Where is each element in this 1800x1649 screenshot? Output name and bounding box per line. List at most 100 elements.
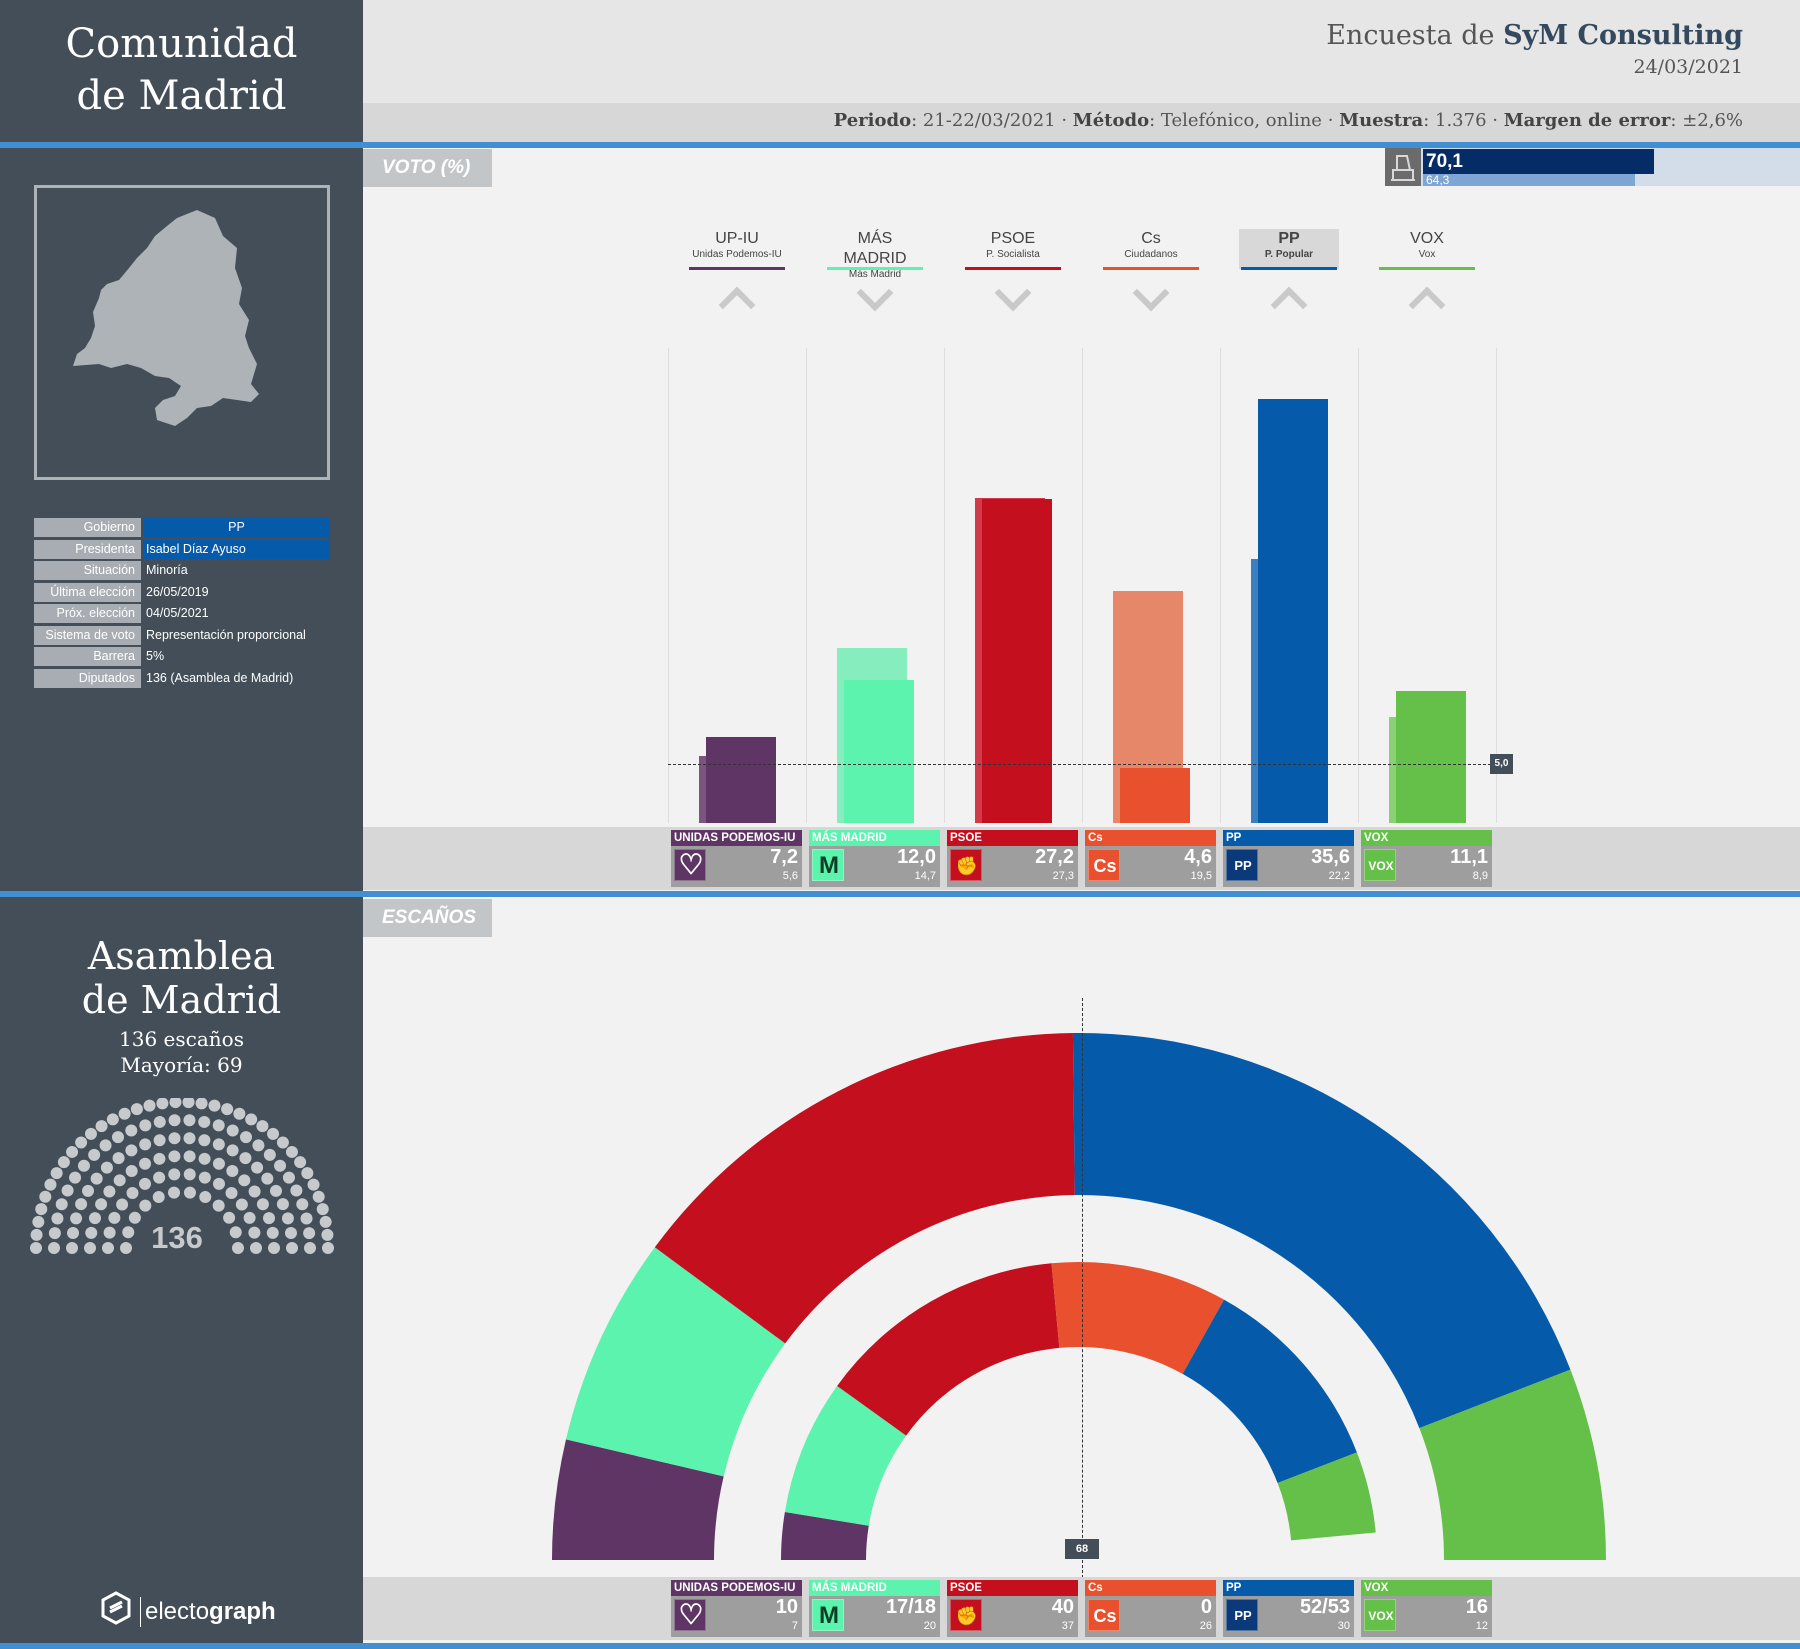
seat-dot xyxy=(66,1242,78,1254)
seat-dot xyxy=(252,1139,265,1152)
divider-top xyxy=(0,142,1800,148)
seat-dot xyxy=(70,1212,83,1225)
threshold-label: 5,0 xyxy=(1490,754,1513,774)
seat-dot xyxy=(118,1107,131,1120)
card-previous-value: 8,9 xyxy=(1472,870,1488,882)
electograph-logo-icon xyxy=(100,1591,132,1625)
seat-dot xyxy=(88,1212,101,1225)
seats-previous-arc-psoe xyxy=(837,1263,1060,1436)
info-label: Sistema de voto xyxy=(34,626,141,645)
pp-icon: PP xyxy=(1226,1599,1258,1631)
divider-middle xyxy=(0,891,1800,897)
seat-dot xyxy=(232,1242,244,1254)
seat-dot xyxy=(84,1242,96,1254)
pollster-title: Encuesta de SyM Consulting xyxy=(1326,20,1743,51)
column-gridline xyxy=(668,348,669,823)
seat-dot xyxy=(300,1212,313,1225)
seat-dot xyxy=(84,1127,97,1140)
region-title-line1: Comunidad xyxy=(65,21,298,67)
card-party-name: Cs xyxy=(1085,830,1216,846)
card-party-name: MÁS MADRID xyxy=(809,1580,940,1596)
column-gridline xyxy=(1496,348,1497,823)
card-party-name: Cs xyxy=(1085,1580,1216,1596)
seats-previous-arc-upiu xyxy=(781,1512,869,1560)
heart-icon: ♡ xyxy=(674,849,706,881)
seat-dot xyxy=(240,1131,252,1144)
seat-dot xyxy=(269,1184,282,1197)
info-value: 26/05/2019 xyxy=(146,585,209,599)
card-previous-value: 20 xyxy=(923,1620,936,1632)
cs-icon: Cs xyxy=(1088,1599,1120,1631)
info-row: Barrera 5% xyxy=(34,647,330,666)
vote-cards-band xyxy=(363,827,1800,890)
info-row: Gobierno PP xyxy=(34,518,330,537)
seat-dot xyxy=(212,1119,225,1132)
meta-periodo-label: Periodo xyxy=(833,110,912,131)
party-card-pp: PP PP 52/53 30 xyxy=(1223,1580,1354,1637)
seat-dot xyxy=(77,1159,90,1172)
seat-dot xyxy=(152,1191,165,1204)
seat-dot xyxy=(183,1150,196,1163)
m-icon-glyph: M xyxy=(819,852,839,879)
seat-dot xyxy=(90,1172,103,1185)
party-underline xyxy=(1103,267,1199,270)
card-value: 27,2 xyxy=(1035,846,1074,868)
seat-dot xyxy=(198,1171,211,1184)
seat-dot xyxy=(274,1159,287,1172)
card-previous-value: 37 xyxy=(1061,1620,1074,1632)
party-card-pp: PP PP 35,6 22,2 xyxy=(1223,830,1354,887)
header-meta-bar xyxy=(363,103,1800,143)
card-party-name: PSOE xyxy=(947,1580,1078,1596)
pollster-prefix: Encuesta de xyxy=(1326,20,1495,51)
parliament-total: 136 xyxy=(151,1220,203,1255)
seat-dot xyxy=(322,1242,334,1254)
column-gridline xyxy=(944,348,945,823)
seat-dot xyxy=(321,1228,334,1241)
seat-dot xyxy=(128,1211,141,1224)
seat-dot xyxy=(316,1203,329,1216)
cs-icon-glyph: Cs xyxy=(1093,1606,1117,1626)
trend-down-icon xyxy=(1132,274,1170,312)
header xyxy=(363,0,1800,103)
seat-dot xyxy=(35,1203,48,1216)
card-previous-value: 7 xyxy=(791,1620,798,1632)
seat-dot xyxy=(44,1178,57,1191)
brand-name-pre: electo xyxy=(145,1598,210,1625)
seat-dot xyxy=(256,1120,269,1133)
party-short-name: VOX xyxy=(1410,230,1444,247)
info-row: Situación Minoría xyxy=(34,561,330,580)
bar-current xyxy=(1258,399,1328,823)
m-icon: M xyxy=(812,849,844,881)
seat-dot xyxy=(100,1161,113,1174)
card-previous-value: 30 xyxy=(1337,1620,1350,1632)
meta-metodo-label: Método xyxy=(1072,110,1150,131)
seat-dot xyxy=(88,1148,101,1161)
seat-dot xyxy=(102,1242,114,1254)
party-label: VOX Vox xyxy=(1377,229,1477,269)
seat-dot xyxy=(125,1164,138,1177)
seat-dot xyxy=(106,1113,119,1126)
meta-metodo: Telefónico, online xyxy=(1160,110,1322,131)
seat-dot xyxy=(223,1211,236,1224)
turnout-value: 70,1 xyxy=(1426,151,1463,172)
party-card-psoe: PSOE ✊ 27,2 27,3 xyxy=(947,830,1078,887)
info-label: Barrera xyxy=(34,647,141,666)
seats-current-arc-pp xyxy=(1072,1033,1571,1429)
party-card-upiu: UNIDAS PODEMOS-IU ♡ 10 7 xyxy=(671,1580,802,1637)
seat-dot xyxy=(156,1098,169,1110)
info-label: Diputados xyxy=(34,669,141,688)
seat-dot xyxy=(221,1103,234,1116)
seat-dot xyxy=(139,1119,152,1132)
vox-icon: VOX xyxy=(1364,849,1396,881)
party-full-name: Unidas Podemos-IU xyxy=(692,249,782,260)
seat-dot xyxy=(69,1171,82,1184)
seat-dot xyxy=(122,1226,135,1239)
party-label: MÁS MADRID Más Madrid xyxy=(825,229,925,280)
seat-dot xyxy=(182,1098,195,1109)
seats-chart xyxy=(552,1033,1606,1560)
turnout-previous-bar xyxy=(1423,174,1636,186)
card-previous-value: 26 xyxy=(1199,1620,1212,1632)
card-value: 4,6 xyxy=(1184,846,1212,868)
seat-dot xyxy=(199,1191,212,1204)
